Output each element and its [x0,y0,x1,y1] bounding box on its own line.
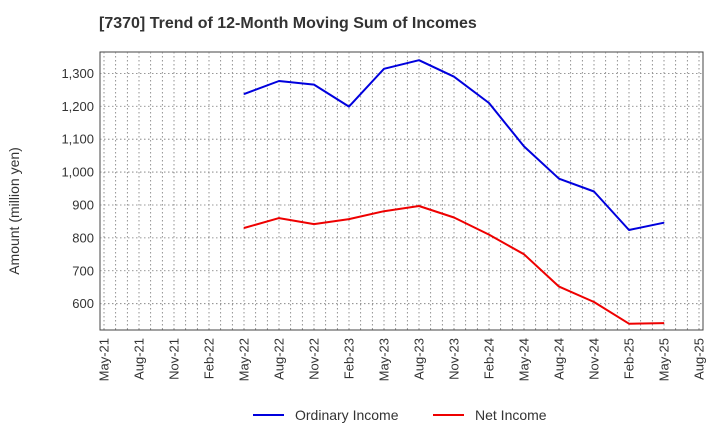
data-point [418,205,420,207]
data-point [243,93,245,95]
data-point [523,145,525,147]
data-point [523,253,525,255]
x-tick-label: Nov-22 [307,338,322,380]
data-point [558,178,560,180]
data-point [313,223,315,225]
data-point [593,301,595,303]
data-point [663,222,665,224]
x-tick-label: May-25 [657,338,672,381]
y-tick-label: 700 [72,263,94,278]
data-point [663,322,665,324]
chart-title: [7370] Trend of 12-Month Moving Sum of I… [99,15,477,32]
data-point [488,102,490,104]
plot-area [99,51,704,331]
data-point [243,227,245,229]
data-point [348,106,350,108]
data-point [628,323,630,325]
data-point [453,216,455,218]
data-point [418,59,420,61]
y-tick-label: 900 [72,197,94,212]
data-point [558,286,560,288]
x-tick-label: Feb-22 [202,338,217,379]
data-point [628,229,630,231]
x-tick-label: Aug-23 [412,338,427,380]
y-tick-label: 1,100 [61,132,94,147]
x-tick-label: Aug-21 [132,338,147,380]
y-tick-label: 1,300 [61,66,94,81]
legend-label: Net Income [475,407,547,423]
x-tick-label: Aug-24 [552,338,567,380]
data-point [278,80,280,82]
x-tick-label: Feb-25 [622,338,637,379]
y-tick-label: 1,200 [61,99,94,114]
y-tick-label: 1,000 [61,165,94,180]
data-point [313,84,315,86]
x-tick-label: Feb-24 [482,338,497,379]
x-tick-label: May-22 [237,338,252,381]
x-tick-label: Aug-25 [692,338,707,380]
y-tick-label: 800 [72,230,94,245]
data-point [593,190,595,192]
y-tick-label: 600 [72,296,94,311]
data-point [488,234,490,236]
y-axis-label: Amount (million yen) [6,147,22,275]
data-point [383,210,385,212]
x-tick-label: May-23 [377,338,392,381]
x-tick-label: Nov-23 [447,338,462,380]
x-tick-label: Nov-24 [587,338,602,380]
x-tick-label: Feb-23 [342,338,357,379]
data-point [348,218,350,220]
x-tick-label: Nov-21 [167,338,182,380]
x-tick-label: Aug-22 [272,338,287,380]
data-point [383,68,385,70]
data-point [453,76,455,78]
x-tick-label: May-24 [517,338,532,381]
x-tick-label: May-21 [97,338,112,381]
legend-label: Ordinary Income [295,407,399,423]
data-point [278,217,280,219]
